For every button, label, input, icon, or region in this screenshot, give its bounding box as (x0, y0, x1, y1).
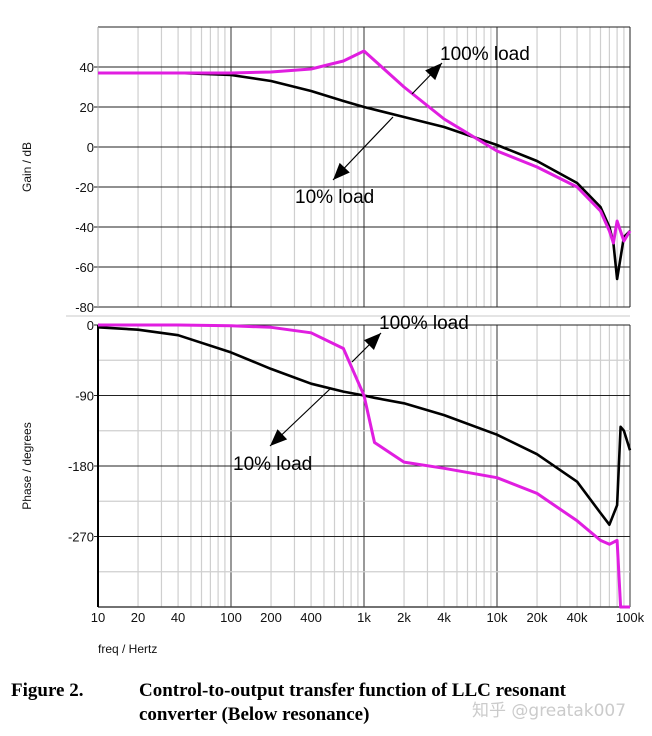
phase-tick-label: -180 (68, 459, 94, 474)
phase-annotation-10: 10% load (233, 454, 312, 475)
annotation-arrows (269, 62, 443, 447)
x-tick-label: 100 (220, 610, 242, 625)
x-tick-label: 10 (91, 610, 105, 625)
x-tick-label: 10k (487, 610, 508, 625)
x-tick-label: 4k (437, 610, 451, 625)
gain-tick-label: -80 (75, 300, 94, 315)
gain-curve-100-load (98, 49, 632, 245)
figure-caption-line1: Control-to-output transfer function of L… (139, 680, 566, 701)
x-tick-label: 2k (397, 610, 411, 625)
gain-tick-label: -40 (75, 220, 94, 235)
x-tick-label: 1k (357, 610, 371, 625)
figure-caption-line2: converter (Below resonance) (139, 704, 370, 725)
axis-ticks: 10 20 40 100 200 400 1k 2k 4k 10k 20k 40k 100k40200-… (68, 60, 645, 625)
phase-tick-label: -270 (68, 529, 94, 544)
x-tick-label: 40 (171, 610, 185, 625)
phase-tick-label: -90 (75, 388, 94, 403)
x-tick-label: 400 (300, 610, 322, 625)
gain-tick-label: 20 (80, 100, 94, 115)
curves (97, 49, 632, 609)
gain-tick-label: 0 (87, 140, 94, 155)
x-tick-label: 40k (567, 610, 588, 625)
phase-curve-10-load (97, 326, 632, 527)
phase-curve-100-load (98, 323, 630, 609)
phase-annotation-100: 100% load (379, 313, 469, 334)
x-tick-label: 200 (260, 610, 282, 625)
gain-annotation-10: 10% load (295, 187, 374, 208)
gain-tick-label: 40 (80, 60, 94, 75)
freq-axis-label: freq / Hertz (98, 642, 157, 656)
x-tick-label: 20 (131, 610, 145, 625)
figure-caption-label: Figure 2. (11, 680, 84, 701)
phase-axis-label: Phase / degrees (20, 422, 34, 509)
gain-tick-label: -60 (75, 260, 94, 275)
watermark: 知乎 @greatak007 (472, 701, 627, 721)
x-tick-label: 100k (616, 610, 645, 625)
x-tick-label: 20k (527, 610, 548, 625)
phase-grid (94, 324, 631, 608)
gain-tick-label: -20 (75, 180, 94, 195)
phase-tick-label: 0 (87, 318, 94, 333)
gain-annotation-100: 100% load (440, 44, 530, 65)
gain-axis-label: Gain / dB (20, 142, 34, 192)
